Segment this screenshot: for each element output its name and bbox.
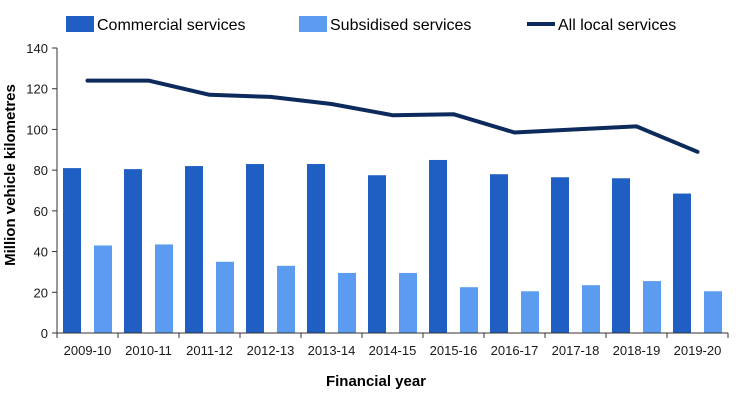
bar-commercial-services-2012-13 [246,164,264,333]
x-tick-label-2009-10: 2009-10 [64,343,112,358]
bar-subsidised-services-2009-10 [94,245,112,333]
bar-subsidised-services-2014-15 [399,272,417,333]
bar-subsidised-services-2019-20 [704,291,722,333]
y-tick-label-20: 20 [34,285,48,300]
bar-commercial-services-2013-14 [307,164,325,333]
bar-commercial-services-2010-11 [124,169,142,333]
line-all-local-services [85,78,700,154]
x-tick-label-2015-16: 2015-16 [430,343,478,358]
y-tick-label-60: 60 [34,204,48,219]
bar-subsidised-services-2017-18 [582,285,600,333]
bars-layer [63,159,722,333]
x-tick-label-2013-14: 2013-14 [308,343,356,358]
y-tick-label-0: 0 [41,326,48,341]
bar-commercial-services-2014-15 [368,175,386,333]
bar-commercial-services-2016-17 [490,174,508,333]
legend-swatch-subsidised-services [299,16,327,32]
y-tick-label-100: 100 [26,122,48,137]
x-axis-title: Financial year [326,373,426,390]
y-tick-label-140: 140 [26,41,48,56]
y-axis: 0 20 40 60 80 100 120 140 [26,41,58,341]
y-tick-label-40: 40 [34,245,48,260]
x-tick-label-2010-11: 2010-11 [125,343,172,358]
x-tick-label-2011-12: 2011-12 [186,343,233,358]
line-layer [85,78,700,154]
bar-subsidised-services-2012-13 [277,265,295,333]
legend-label-subsidised-services: Subsidised services [330,17,471,34]
bar-commercial-services-2009-10 [63,168,81,333]
bar-subsidised-services-2018-19 [643,281,661,333]
x-tick-label-2014-15: 2014-15 [369,343,417,358]
x-tick-label-2012-13: 2012-13 [247,343,295,358]
bar-commercial-services-2011-12 [185,166,203,333]
bar-subsidised-services-2011-12 [216,261,234,333]
x-tick-label-2018-19: 2018-19 [613,343,661,358]
y-tick-label-120: 120 [26,82,48,97]
y-axis-title: Million vehicle kilometres [2,84,19,266]
bar-subsidised-services-2016-17 [521,291,539,333]
x-axis: 2009-10 2010-11 2011-12 2012-13 2013-14 2014-… [56,332,729,358]
bar-subsidised-services-2015-16 [460,287,478,333]
bar-commercial-services-2015-16 [429,159,447,333]
legend-label-commercial-services: Commercial services [97,17,245,34]
bar-subsidised-services-2010-11 [155,244,173,333]
x-tick-label-2017-18: 2017-18 [552,343,600,358]
bar-subsidised-services-2013-14 [338,272,356,333]
legend-swatch-commercial-services [66,16,94,32]
bar-commercial-services-2018-19 [612,178,630,333]
legend: Commercial services Subsidised services Al… [66,16,676,34]
legend-label-all-local-services: All local services [558,17,676,34]
x-tick-label-2019-20: 2019-20 [674,343,722,358]
x-tick-label-2016-17: 2016-17 [491,343,539,358]
bar-commercial-services-2017-18 [551,177,569,333]
y-tick-label-80: 80 [34,163,48,178]
bar-commercial-services-2019-20 [673,193,691,333]
